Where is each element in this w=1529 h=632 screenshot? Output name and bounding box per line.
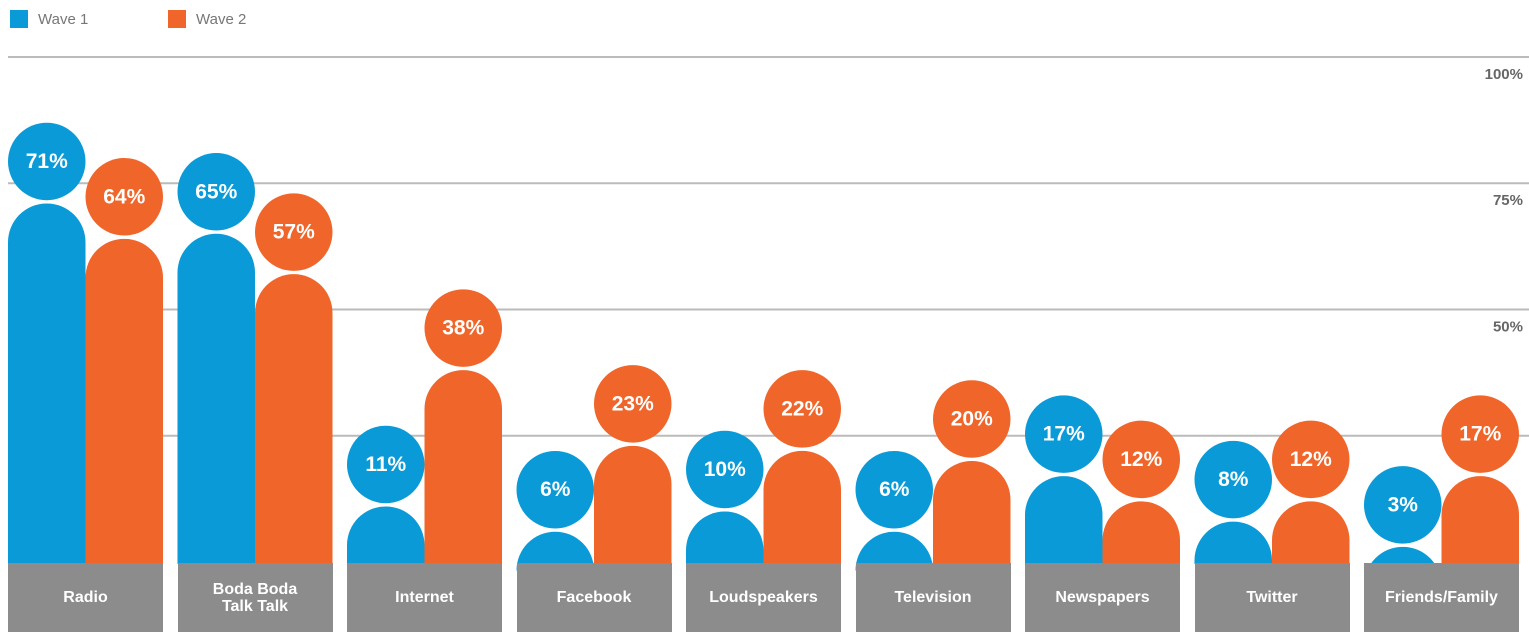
value-bubble [347,425,425,504]
value-label: 64% [103,185,145,208]
value-bubble [1364,466,1442,544]
bar [347,506,425,564]
value-label: 17% [1459,423,1501,446]
bar [763,450,841,564]
bar [1102,501,1180,564]
value-label: 12% [1120,448,1162,471]
legend-label: Wave 1 [38,11,88,28]
x-tick-label: Radio [8,563,163,632]
bar [855,531,933,571]
bar [1272,501,1350,564]
value-bubble [855,450,933,529]
value-bubble [594,365,672,443]
value-bubble [85,158,163,236]
value-label: 71% [26,150,68,173]
bar [8,203,86,564]
bar [1441,476,1519,564]
value-label: 65% [195,180,237,203]
y-tick-label: 50% [1493,318,1523,335]
value-label: 3% [1388,493,1419,516]
value-label: 6% [879,478,910,501]
value-label: 20% [951,408,993,431]
value-label: 6% [540,478,571,501]
y-tick-label: 100% [1485,66,1523,83]
bar [933,461,1011,564]
legend-swatch [168,10,186,28]
value-bubble [8,122,86,201]
bar [85,238,163,564]
x-tick-label: Boda Boda Talk Talk [177,563,333,632]
value-bubble [255,193,333,271]
x-tick-label: Friends/Family [1364,563,1519,632]
value-label: 10% [704,458,746,481]
bar [424,370,502,564]
bar [177,233,255,564]
value-bubble [424,289,502,367]
value-bubble [1441,395,1519,473]
bar [255,274,333,564]
x-tick-label: Television [855,563,1011,632]
x-tick-label: Loudspeakers [686,563,841,632]
bar [1194,521,1272,564]
x-tick-label: Twitter [1194,563,1350,632]
x-tick-label: Newspapers [1025,563,1180,632]
value-label: 8% [1218,468,1249,491]
bar [516,531,594,571]
value-bubble [1272,420,1350,499]
value-bubble [1025,395,1103,473]
value-label: 12% [1290,448,1332,471]
value-label: 22% [781,397,823,420]
value-label: 57% [273,221,315,244]
value-bubble [1102,420,1180,499]
bar [1025,476,1103,564]
value-bubble [686,430,764,509]
value-bubble [1194,440,1272,519]
value-label: 11% [365,453,406,476]
x-tick-label: Facebook [516,563,672,632]
bar [594,445,672,564]
value-label: 38% [442,317,484,340]
value-label: 17% [1043,423,1085,446]
value-bubble [177,153,255,231]
value-bubble [516,450,594,529]
value-label: 23% [612,392,654,415]
bar [686,511,764,564]
legend-label: Wave 2 [196,11,246,28]
y-tick-label: 75% [1493,192,1523,209]
x-tick-label: Internet [347,563,502,632]
value-bubble [933,380,1011,458]
value-bubble [763,370,841,448]
legend-swatch [10,10,28,28]
